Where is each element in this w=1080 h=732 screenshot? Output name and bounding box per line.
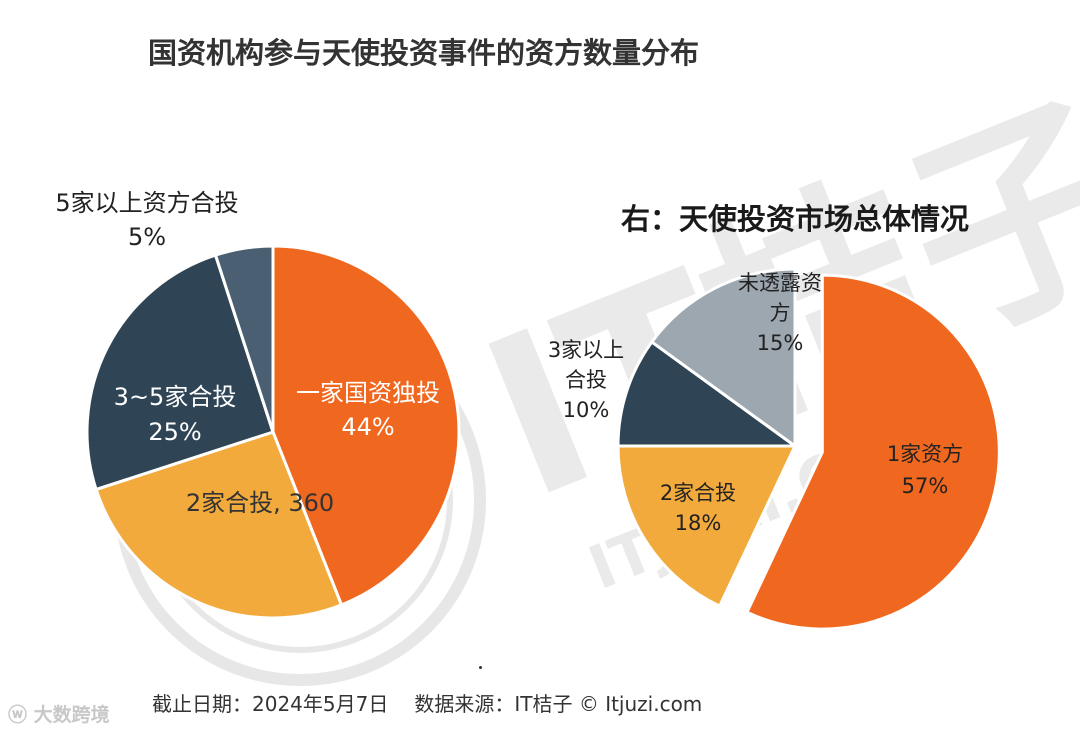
slice-label-4a: 未透露资 [738, 271, 822, 295]
pie-slice-4 [649, 267, 797, 449]
slice-value-4: 5% [128, 223, 166, 251]
slice-label-4b: 方 [770, 301, 791, 325]
chart-title: 国资机构参与天使投资事件的资方数量分布 [148, 36, 700, 70]
weibo-icon: ⓦ [8, 704, 28, 726]
footer: 截止日期：2024年5月7日 数据来源：IT桔子 © Itjuzi.com [152, 688, 702, 717]
pie-slice-1 [271, 244, 461, 607]
right-pie [616, 267, 1001, 631]
footer-date: 截止日期：2024年5月7日 [152, 692, 389, 716]
pie-slice-1 [744, 273, 1001, 631]
slice-value-3: 25% [148, 418, 201, 446]
slice-label-2: 2家合投 [660, 481, 736, 505]
right-chart-subtitle: 右：天使投资市场总体情况 [621, 202, 970, 236]
slice-label-4: 5家以上资方合投 [55, 189, 238, 217]
pie-slice-2 [616, 444, 798, 609]
slice-value-4: 15% [757, 331, 804, 355]
pie-slice-3 [85, 253, 275, 492]
brand-text: 大数跨境 [33, 704, 110, 726]
right-pie-labels: 1家资方 57% 2家合投 18% 3家以上 合投 10% 未透露资 方 15% [548, 271, 963, 535]
slice-label-3a: 3家以上 [548, 338, 624, 362]
slice-value-2: 18% [675, 511, 722, 535]
slice-label-2: 2家合投, 360 [186, 489, 334, 517]
slice-value-1: 57% [902, 474, 949, 498]
pie-slice-3 [616, 339, 800, 448]
left-pie [85, 244, 461, 620]
slice-label-1: 一家国资独投 [296, 379, 440, 407]
slice-label-3: 3~5家合投 [114, 383, 237, 411]
slice-label-3b: 合投 [565, 368, 607, 392]
left-pie-labels: 一家国资独投 44% 2家合投, 360 3~5家合投 25% 5家以上资方合投… [55, 189, 440, 517]
slice-label-1: 1家资方 [887, 442, 963, 466]
pie-slice-2 [94, 430, 344, 620]
footer-source: 数据来源：IT桔子 © Itjuzi.com [414, 692, 703, 716]
brand-watermark: ⓦ 大数跨境 [8, 700, 110, 727]
slice-value-1: 44% [341, 413, 394, 441]
separator-dot [479, 666, 482, 669]
pie-slice-4 [213, 244, 275, 433]
slice-value-3: 10% [563, 398, 610, 422]
